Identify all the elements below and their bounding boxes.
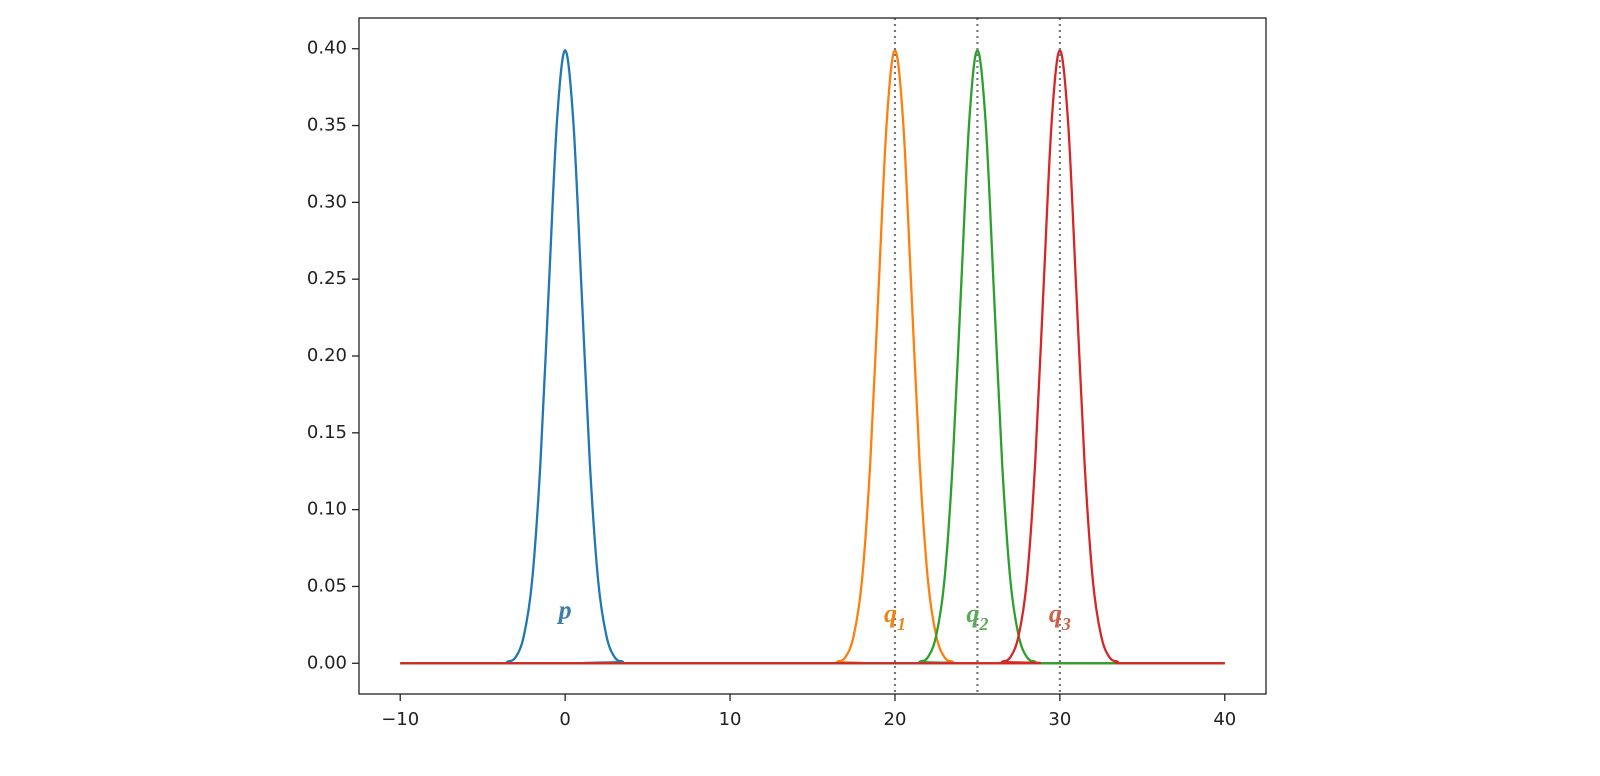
annotation-subscript: 2 xyxy=(978,614,988,634)
series-line xyxy=(400,49,1225,665)
y-tick-label: 0.15 xyxy=(307,422,347,443)
annotation: p xyxy=(557,596,572,625)
axes-frame xyxy=(358,17,1267,695)
annotation-text: q xyxy=(1049,599,1062,628)
annotation-text: q xyxy=(884,599,897,628)
y-tick-label: 0.20 xyxy=(307,345,347,366)
y-tick-label: 0.00 xyxy=(307,652,347,673)
series-line xyxy=(400,49,1225,665)
annotation: q1 xyxy=(884,599,906,634)
y-tick-label: 0.40 xyxy=(307,38,347,59)
y-tick-label: 0.05 xyxy=(307,575,347,596)
x-tick-label: 40 xyxy=(1213,709,1236,730)
x-tick-label: 30 xyxy=(1048,709,1071,730)
x-tick-label: 0 xyxy=(559,709,570,730)
annotation: q2 xyxy=(966,599,988,634)
annotation-subscript: 1 xyxy=(897,614,906,634)
y-tick-label: 0.10 xyxy=(307,499,347,520)
annotation-subscript: 3 xyxy=(1061,614,1071,634)
y-tick-label: 0.30 xyxy=(307,191,347,212)
annotation: q3 xyxy=(1049,599,1071,634)
series-line xyxy=(400,49,1225,665)
y-tick-label: 0.25 xyxy=(307,268,347,289)
x-tick-label: −10 xyxy=(381,709,419,730)
x-tick-label: 10 xyxy=(719,709,742,730)
series-line xyxy=(400,49,1225,665)
y-tick-label: 0.35 xyxy=(307,115,347,136)
annotation-text: q xyxy=(966,599,979,628)
x-tick-label: 20 xyxy=(884,709,907,730)
annotation-text: p xyxy=(557,596,572,625)
